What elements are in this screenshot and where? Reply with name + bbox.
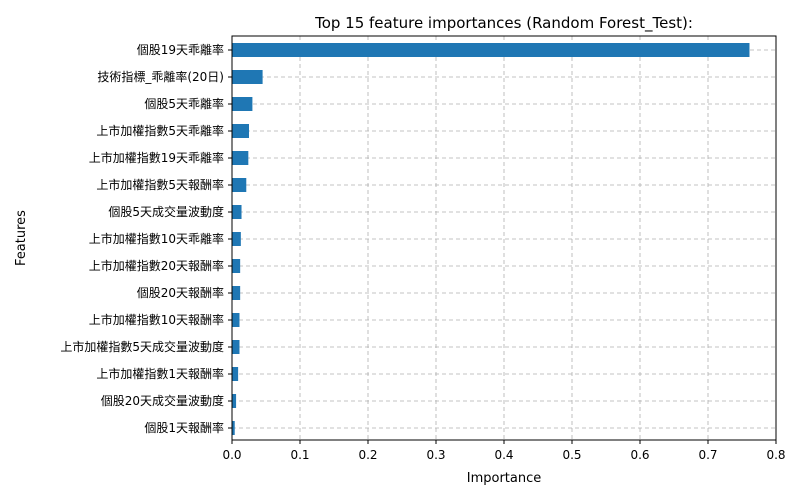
category-label-14: 個股1天報酬率: [144, 420, 224, 435]
x-tick-label-5: 0.5: [562, 448, 581, 462]
category-label-1: 技術指標_乖離率(20日): [97, 69, 224, 84]
category-label-6: 個股5天成交量波動度: [108, 204, 224, 219]
x-tick-label-4: 0.4: [494, 448, 513, 462]
bar-2: [232, 97, 253, 111]
bar-13: [232, 394, 237, 408]
x-tick-label-3: 0.3: [426, 448, 445, 462]
category-label-0: 個股19天乖離率: [137, 42, 224, 57]
x-tick-label-8: 0.8: [766, 448, 785, 462]
category-label-10: 上市加權指數10天報酬率: [89, 312, 224, 327]
bar-5: [232, 178, 247, 192]
x-axis-title: Importance: [467, 471, 542, 486]
x-tick-label-7: 0.7: [698, 448, 717, 462]
bar-12: [232, 367, 239, 381]
category-label-13: 個股20天成交量波動度: [101, 393, 224, 408]
category-label-9: 個股20天報酬率: [137, 285, 224, 300]
bars: [232, 43, 750, 435]
bar-11: [232, 340, 240, 354]
category-label-3: 上市加權指數5天乖離率: [96, 123, 224, 138]
x-axis-ticks: 0.0 0.1 0.2 0.3 0.4 0.5 0.6 0.7 0.8: [222, 440, 786, 462]
x-tick-label-2: 0.2: [358, 448, 377, 462]
bar-10: [232, 313, 240, 327]
y-axis-title: Features: [14, 210, 29, 266]
x-tick-label-0: 0.0: [222, 448, 241, 462]
grid: [231, 36, 777, 440]
bar-14: [232, 421, 235, 435]
x-tick-label-1: 0.1: [290, 448, 309, 462]
category-label-2: 個股5天乖離率: [144, 96, 224, 111]
bar-7: [232, 232, 241, 246]
x-tick-label-6: 0.6: [630, 448, 649, 462]
category-label-5: 上市加權指數5天報酬率: [96, 177, 224, 192]
bar-0: [232, 43, 750, 57]
bar-9: [232, 286, 241, 300]
chart-title: Top 15 feature importances (Random Fores…: [314, 14, 693, 33]
bar-4: [232, 151, 249, 165]
bar-1: [232, 70, 263, 84]
bar-8: [232, 259, 241, 273]
category-label-11: 上市加權指數5天成交量波動度: [60, 339, 224, 354]
bar-6: [232, 205, 242, 219]
bar-3: [232, 124, 249, 138]
category-label-4: 上市加權指數19天乖離率: [89, 150, 224, 165]
category-label-12: 上市加權指數1天報酬率: [96, 366, 224, 381]
category-label-7: 上市加權指數10天乖離率: [89, 231, 224, 246]
y-axis-ticks: 個股19天乖離率技術指標_乖離率(20日)個股5天乖離率上市加權指數5天乖離率上…: [60, 42, 232, 435]
category-label-8: 上市加權指數20天報酬率: [89, 258, 224, 273]
